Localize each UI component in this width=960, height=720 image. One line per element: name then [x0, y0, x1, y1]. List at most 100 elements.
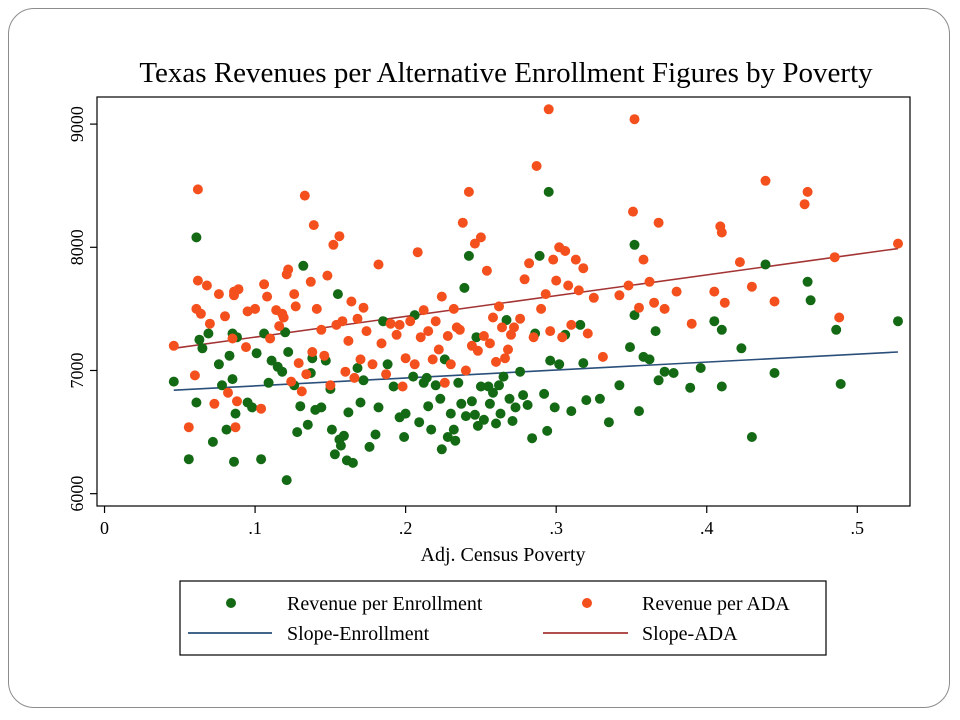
y-tick-label: 9000 — [67, 106, 87, 142]
enrollment-point — [716, 324, 727, 335]
ada-point — [503, 344, 513, 355]
enrollment-point — [578, 358, 589, 369]
x-tick-label: .5 — [851, 518, 865, 538]
ada-point — [201, 280, 212, 291]
enrollment-point — [183, 454, 194, 465]
ada-point — [183, 422, 194, 433]
enrollment-point — [542, 425, 553, 436]
enrollment-point — [581, 395, 592, 406]
ada-point — [460, 365, 471, 376]
enrollment-point — [478, 414, 489, 425]
y-axis: 6000 7000 8000 9000 — [67, 106, 97, 512]
ada-point — [634, 302, 644, 313]
ada-point — [644, 276, 655, 287]
ada-point — [192, 275, 203, 286]
ada-point — [227, 333, 238, 344]
enrollment-point — [217, 380, 227, 391]
enrollment-point — [347, 457, 358, 468]
enrollment-point — [400, 408, 411, 419]
enrollment-point — [263, 377, 274, 388]
ada-point — [265, 333, 276, 344]
enrollment-point — [510, 402, 521, 413]
enrollment-point — [534, 250, 545, 261]
enrollment-point — [831, 324, 842, 335]
ada-point — [519, 274, 530, 285]
legend-label-revenue-per-enrollment: Revenue per Enrollment — [287, 593, 483, 615]
enrollment-point — [629, 310, 640, 321]
enrollment-point — [229, 456, 239, 467]
enrollment-point — [614, 380, 625, 391]
ada-point — [316, 324, 327, 335]
ada-point — [195, 308, 206, 319]
ada-point — [475, 232, 486, 243]
ada-point — [491, 356, 501, 367]
ada-point — [397, 381, 408, 392]
enrollment-point — [251, 348, 262, 359]
ada-point — [262, 291, 273, 302]
legend-marker-revenue-per-enrollment — [226, 598, 236, 608]
ada-point — [799, 199, 810, 210]
ada-point — [570, 254, 581, 265]
enrollment-point — [335, 440, 346, 451]
ada-point — [588, 292, 599, 303]
ada-point — [192, 184, 203, 195]
ada-point — [308, 220, 319, 231]
enrollment-point — [191, 397, 202, 408]
enrollment-point — [659, 366, 670, 377]
enrollment-point — [168, 376, 179, 387]
ada-point — [548, 254, 559, 265]
enrollment-point — [527, 433, 538, 444]
enrollment-point — [549, 402, 560, 413]
ada-point — [671, 286, 682, 297]
enrollment-point — [716, 381, 727, 392]
ada-point — [614, 290, 625, 301]
ada-point — [283, 264, 294, 275]
ada-point — [376, 338, 387, 349]
ada-point — [469, 238, 480, 249]
enrollment-point — [436, 444, 447, 455]
enrollment-point — [247, 402, 258, 413]
enrollment-point — [352, 363, 363, 373]
ada-point — [769, 296, 780, 307]
enrollment-point — [355, 397, 366, 408]
ada-point — [230, 422, 241, 433]
ada-point — [649, 297, 660, 308]
ada-point — [346, 296, 357, 307]
ada-point — [653, 217, 664, 228]
fit-line-slope-ada — [173, 247, 899, 350]
enrollment-point — [554, 359, 565, 370]
ada-point — [734, 257, 745, 268]
ada-point — [325, 380, 336, 391]
ada-point — [560, 246, 571, 256]
enrollment-point — [414, 417, 425, 428]
enrollment-point — [213, 359, 224, 370]
ada-point — [528, 332, 539, 343]
ada-point — [286, 376, 297, 387]
ada-point — [557, 332, 568, 343]
ada-point — [433, 344, 444, 355]
enrollment-point — [326, 424, 337, 435]
enrollment-point — [373, 402, 384, 413]
ada-point — [394, 319, 405, 330]
ada-point — [448, 303, 459, 314]
ada-point — [274, 321, 285, 332]
ada-point — [223, 387, 233, 398]
enrollment-point — [382, 359, 393, 370]
ada-point — [659, 303, 670, 314]
ada-point — [349, 372, 360, 383]
enrollment-point — [494, 380, 504, 391]
enrollment-point — [475, 381, 486, 392]
ada-point — [481, 265, 492, 276]
enrollment-point — [256, 454, 267, 465]
enrollment-point — [224, 350, 235, 361]
ada-point — [352, 313, 363, 324]
x-tick-label: .1 — [248, 518, 262, 538]
ada-point — [250, 303, 261, 314]
enrollment-point — [466, 396, 477, 407]
ada-point — [524, 258, 535, 269]
ada-point — [500, 353, 510, 364]
enrollment-point — [566, 406, 577, 417]
ada-point — [259, 279, 270, 290]
legend-marker-revenue-per-ada — [582, 598, 592, 608]
enrollment-point — [463, 250, 474, 261]
